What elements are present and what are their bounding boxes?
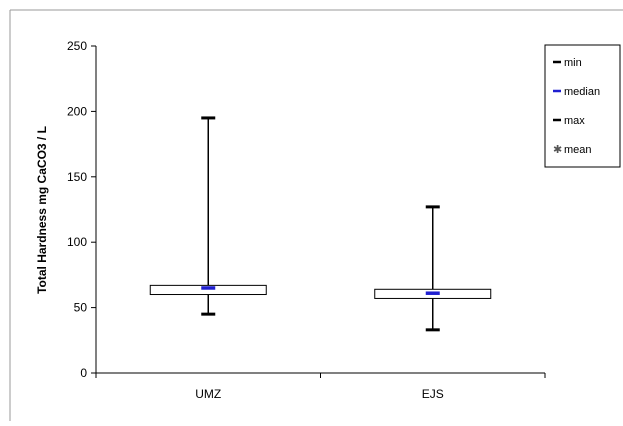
y-tick-label: 200: [67, 104, 87, 118]
plot-area: 0 50 100 150 200 250 UMZ EJS: [67, 39, 546, 401]
y-tick-label: 50: [74, 301, 88, 315]
legend-label-max: max: [564, 115, 585, 127]
y-tick-label: 150: [67, 170, 87, 184]
box-group-umz: UMZ: [149, 116, 267, 401]
box-group-ejs: EJS: [374, 205, 492, 401]
legend-label-median: median: [564, 86, 600, 98]
y-tick-label: 100: [67, 235, 87, 249]
legend-box: [544, 44, 621, 168]
x-tick-label: EJS: [422, 387, 444, 401]
y-axis-title: Total Hardness mg CaCO3 / L: [35, 126, 49, 294]
chart-border: [9, 9, 623, 421]
y-tick-label: 0: [80, 366, 87, 380]
legend: min median max ✱ mean: [544, 44, 621, 168]
legend-label-mean: mean: [564, 144, 592, 156]
x-tick-label: UMZ: [195, 387, 221, 401]
iqr-box: [149, 284, 267, 296]
legend-label-min: min: [564, 57, 582, 69]
legend-marker-star: ✱: [553, 144, 562, 156]
y-tick-label: 250: [67, 39, 87, 53]
